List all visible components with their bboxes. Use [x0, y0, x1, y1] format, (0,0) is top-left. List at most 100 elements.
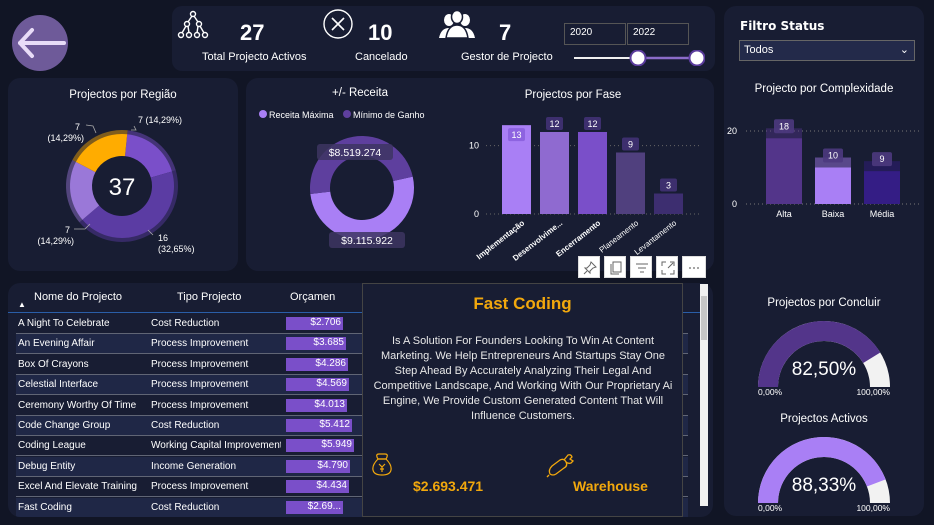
focus-mode-button[interactable] — [656, 256, 678, 278]
table-row[interactable]: Box Of Crayons Process Improvement $4.286 — [16, 355, 688, 375]
gauge-concluir-value: 82,50% — [792, 359, 857, 380]
table-row[interactable]: Ceremony Worthy Of Time Process Improveme… — [16, 396, 688, 416]
cell-budget-bar: $5.412 — [286, 419, 352, 432]
cell-budget-bar: $4.286 — [286, 357, 348, 371]
pin-button[interactable] — [578, 256, 600, 278]
filter-icon — [636, 263, 648, 273]
phase-label-bg — [508, 128, 525, 142]
copy-icon — [610, 261, 622, 275]
cell-budget-bar: $4.569 — [286, 378, 349, 392]
back-button[interactable] — [12, 15, 68, 71]
cell-budget-bar: $3.685 — [286, 337, 346, 351]
leader-line — [147, 229, 154, 236]
region-slice-label-pct: (14,29%) — [47, 133, 84, 143]
region-slice[interactable] — [70, 161, 100, 220]
cell-project-type: Process Improvement — [151, 399, 249, 411]
phase-bar[interactable] — [578, 131, 607, 214]
region-slice[interactable] — [124, 134, 172, 178]
cell-budget-bar: $4.013 — [286, 398, 347, 412]
revenue-slice-label: $8.519.274 — [329, 147, 382, 159]
complexity-bar[interactable] — [766, 138, 802, 204]
kpi-managers-value: 7 — [499, 20, 512, 45]
gauge-activos-max: 100,00% — [856, 503, 890, 513]
gauge-concluir-min: 0,00% — [758, 387, 783, 397]
complexity-data-label: 9 — [879, 154, 884, 164]
phase-chart-title: Projectos por Fase — [525, 89, 622, 101]
region-slice-label-value: 16 — [158, 233, 168, 243]
revenue-slice-label: $9.115.922 — [341, 235, 393, 247]
legend-minimo-ganho[interactable]: Mínimo de Ganho — [353, 110, 425, 120]
cell-project-type: Cost Reduction — [151, 420, 220, 431]
cell-project-type: Process Improvement — [151, 379, 249, 391]
table-row[interactable]: Excel And Elevate Training Process Improv… — [16, 477, 688, 498]
cell-project-name: Code Change Group — [18, 420, 111, 431]
cell-project-type: Process Improvement — [151, 481, 249, 493]
year-end-handle[interactable] — [688, 50, 705, 66]
cell-project-name: Excel And Elevate Training — [18, 481, 137, 493]
leader-line — [74, 223, 91, 230]
cell-project-type: Process Improvement — [151, 338, 249, 350]
sort-asc-icon[interactable]: ▲ — [18, 300, 26, 309]
column-header-type[interactable]: Tipo Projecto — [177, 291, 242, 303]
cell-budget-bar: $2.69... — [286, 500, 343, 514]
cell-project-name: Coding League — [18, 440, 86, 452]
y-tick-label: 20 — [727, 126, 737, 136]
table-scrollbar[interactable] — [700, 284, 708, 506]
status-filter-dropdown[interactable]: Todos ⌄ — [739, 40, 915, 61]
focus-mode-icon — [661, 261, 675, 275]
table-header: ▲ Nome do Projecto Tipo Projecto Orçamen — [8, 289, 708, 313]
cell-project-name: Ceremony Worthy Of Time — [18, 399, 137, 411]
complexity-data-label: 10 — [828, 151, 838, 161]
project-tooltip: Fast Coding Is A Solution For Founders L… — [362, 283, 683, 517]
cell-project-name: Box Of Crayons — [18, 358, 89, 370]
phase-bar[interactable] — [654, 193, 683, 214]
complexity-chart: Projecto por Complexidade 0 20 18 Alta 10 Bai… — [727, 83, 919, 219]
phase-bar[interactable] — [540, 131, 569, 214]
y-tick-label: 10 — [469, 141, 479, 151]
cell-project-name: A Night To Celebrate — [18, 318, 110, 329]
region-chart-title: Projectos por Região — [69, 89, 176, 101]
arrow-left-icon — [18, 28, 66, 58]
pin-icon — [583, 261, 597, 275]
gauge-fill — [758, 437, 886, 503]
column-header-budget[interactable]: Orçamen — [290, 291, 336, 303]
region-slice-label-pct: (32,65%) — [158, 244, 195, 254]
complexity-category-label: Alta — [776, 209, 792, 219]
cell-project-type: Cost Reduction — [151, 318, 220, 329]
year-end-input[interactable]: 2022 — [627, 23, 689, 45]
table-scrollbar-thumb[interactable] — [701, 296, 707, 340]
complexity-bar[interactable] — [815, 167, 851, 205]
cell-budget-bar: $4.434 — [286, 480, 349, 494]
cell-project-name: An Evening Affair — [18, 338, 95, 350]
org-hierarchy-icon — [177, 10, 209, 39]
complexity-bar[interactable] — [864, 171, 900, 204]
column-header-name[interactable]: Nome do Projecto — [34, 291, 123, 303]
gauge-activos-min: 0,00% — [758, 503, 783, 513]
kpi-total-active-value: 27 — [240, 20, 265, 45]
year-start-handle[interactable] — [629, 50, 647, 66]
kpi-cancelled-label: Cancelado — [355, 51, 408, 63]
cell-project-type: Process Improvement — [151, 358, 249, 370]
filter-button[interactable] — [630, 256, 652, 278]
complexity-category-label: Baixa — [822, 209, 845, 219]
phase-bar[interactable] — [616, 152, 645, 214]
region-slice[interactable] — [75, 134, 128, 173]
year-start-input[interactable]: 2020 — [564, 23, 626, 45]
phase-data-label: 13 — [511, 130, 521, 140]
cell-project-name: Debug Entity — [18, 460, 76, 472]
legend-receita-maxima[interactable]: Receita Máxima — [269, 110, 334, 120]
cell-budget-bar: $2.706 — [286, 317, 343, 330]
region-chart-card: Projectos por Região 7 (14,29%) 16 (32,65%… — [8, 78, 238, 271]
phase-label-bg — [622, 137, 639, 151]
gauge-activos-value: 88,33% — [792, 475, 857, 496]
revenue-slice[interactable] — [310, 176, 414, 240]
region-slice[interactable] — [82, 171, 175, 239]
money-bag-icon — [372, 453, 392, 476]
year-range-slider[interactable] — [572, 50, 705, 66]
chevron-down-icon: ⌄ — [899, 44, 909, 56]
table-row[interactable]: A Night To Celebrate Cost Reduction $2.706 — [16, 314, 688, 334]
region-slice-label-value: 7 — [65, 225, 70, 235]
table-row[interactable]: Coding League Working Capital Improvement… — [16, 436, 688, 457]
more-options-button[interactable] — [682, 256, 706, 278]
copy-button[interactable] — [604, 256, 626, 278]
